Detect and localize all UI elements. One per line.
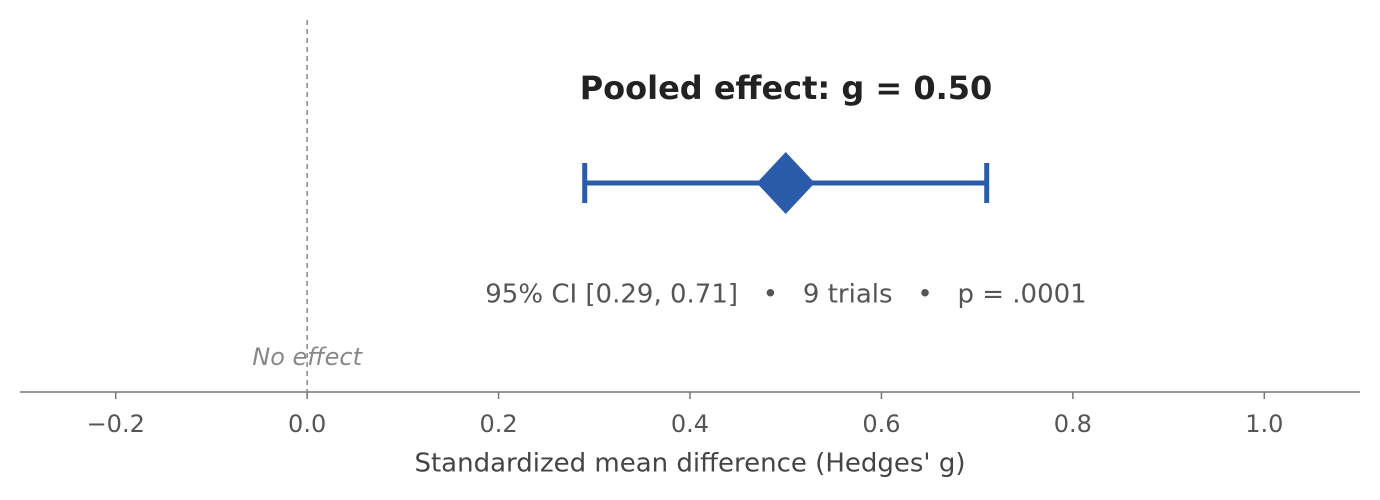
- x-tick-label: 0.2: [479, 410, 517, 438]
- x-tick-label: 0.6: [862, 410, 900, 438]
- chart-title: Pooled effect: g = 0.50: [580, 69, 993, 107]
- x-axis-label: Standardized mean difference (Hedges' g): [414, 449, 965, 479]
- x-tick-label: 0.4: [671, 410, 709, 438]
- x-tick-label: −0.2: [87, 410, 145, 438]
- reference-label: No effect: [252, 343, 363, 371]
- x-tick-label: 1.0: [1245, 410, 1283, 438]
- estimate-diamond: [756, 152, 815, 214]
- summary: 95% CI [0.29, 0.71] • 9 trials • p = .00…: [485, 280, 1086, 310]
- x-tick-label: 0.8: [1054, 410, 1092, 438]
- x-tick-label: 0.0: [288, 410, 326, 438]
